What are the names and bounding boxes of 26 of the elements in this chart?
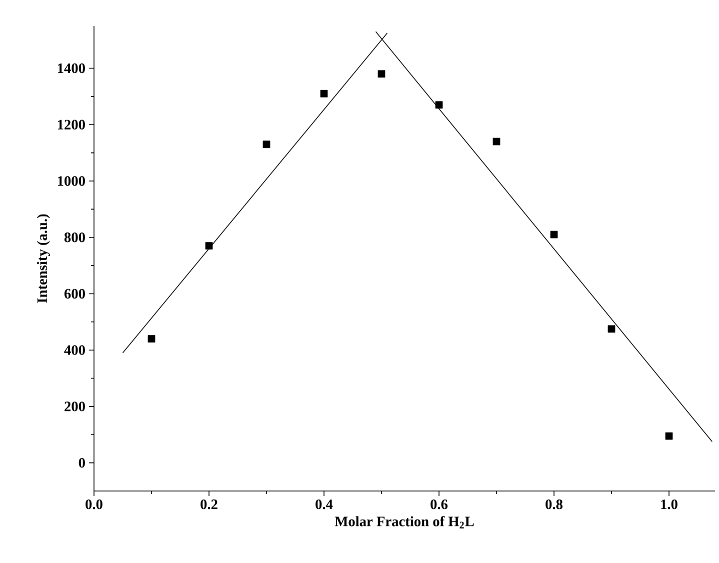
point [320, 90, 328, 98]
point [262, 140, 270, 148]
x-tick-label: 0.4 [316, 499, 333, 510]
x-axis-title: Molar Fraction of H$_{2}$L [334, 516, 474, 528]
point [205, 242, 213, 250]
x-tick-label: 0.0 [86, 499, 102, 510]
x-tick-label: 0.6 [430, 499, 448, 510]
point [550, 230, 558, 238]
y-tick-label: 400 [64, 345, 85, 355]
point [378, 70, 386, 78]
x-tick-label: 0.2 [200, 499, 218, 510]
y-tick-label: 200 [64, 402, 85, 412]
y-tick-label: 800 [64, 232, 85, 242]
y-tick-label: 1400 [58, 63, 85, 74]
x-tick-label: 0.8 [546, 499, 562, 510]
point [435, 101, 443, 109]
y-tick-label: 1200 [58, 120, 85, 130]
y-tick-label: 1000 [58, 176, 85, 186]
point [492, 138, 500, 146]
y-tick-label: 0 [78, 458, 85, 468]
point [148, 335, 156, 343]
point [665, 432, 673, 440]
x-tick-label: 1.0 [661, 499, 678, 510]
y-tick-label: 600 [64, 288, 85, 299]
y-axis-title: Intensity (a.u.) [36, 214, 50, 303]
point [608, 325, 616, 333]
